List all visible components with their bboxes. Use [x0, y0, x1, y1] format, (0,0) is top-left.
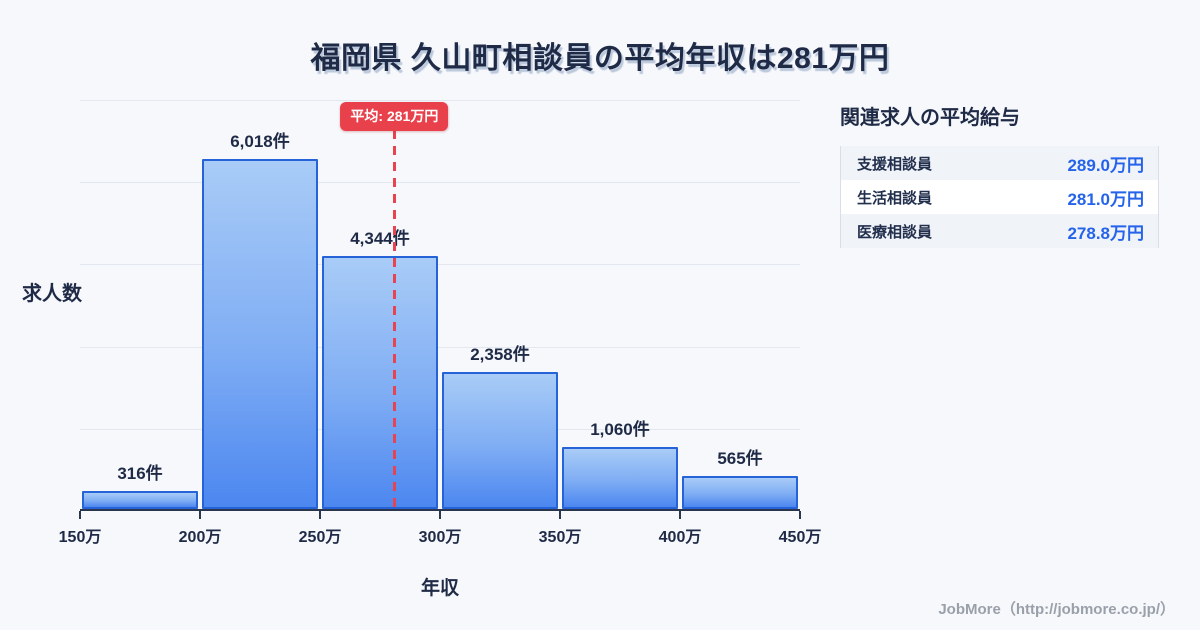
bar-value-label: 2,358件 — [470, 345, 530, 364]
x-tick-label: 200万 — [178, 529, 222, 546]
gridline — [80, 347, 800, 348]
histogram-bar — [322, 256, 438, 509]
job-label: 生活相談員 — [857, 189, 933, 207]
gridline — [80, 100, 800, 101]
x-tick-mark — [319, 511, 321, 519]
histogram-bar — [202, 159, 318, 509]
average-badge: 平均: 281万円 — [340, 102, 449, 131]
y-axis-label: 求人数 — [22, 283, 82, 305]
average-line — [392, 130, 396, 509]
bar-value-label: 6,018件 — [230, 132, 290, 151]
jobmore-credit: JobMore（http://jobmore.co.jp/） — [938, 601, 1175, 618]
bar-value-label: 316件 — [117, 464, 163, 483]
salary-value: 278.8万円 — [1067, 223, 1144, 243]
x-tick-label: 250万 — [298, 529, 342, 546]
gridline — [80, 264, 800, 265]
x-tick-mark — [679, 511, 681, 519]
x-tick-label: 450万 — [778, 529, 822, 546]
x-tick-mark — [439, 511, 441, 519]
gridline — [80, 429, 800, 430]
x-tick-label: 350万 — [538, 529, 582, 546]
job-label: 支援相談員 — [857, 155, 933, 173]
bar-value-label: 565件 — [717, 449, 763, 468]
bar-value-label: 1,060件 — [590, 420, 650, 439]
job-label: 医療相談員 — [857, 223, 933, 241]
x-tick-mark — [559, 511, 561, 519]
salary-value: 289.0万円 — [1067, 155, 1144, 175]
x-tick-mark — [79, 511, 81, 519]
bar-value-label: 4,344件 — [350, 229, 410, 248]
x-tick-mark — [199, 511, 201, 519]
salary-value: 281.0万円 — [1067, 189, 1144, 209]
table-row: 生活相談員 281.0万円 — [841, 180, 1158, 214]
histogram-bar — [682, 476, 798, 509]
x-tick-label: 400万 — [658, 529, 702, 546]
table-row: 医療相談員 278.8万円 — [841, 214, 1158, 248]
table-row: 支援相談員 289.0万円 — [841, 146, 1158, 180]
histogram-bar — [442, 372, 558, 509]
related-jobs-header: 関連求人の平均給与 — [840, 107, 1020, 129]
gridline — [80, 182, 800, 183]
page-title: 福岡県 久山町相談員の平均年収は281万円 — [310, 42, 890, 75]
related-jobs-table: 支援相談員 289.0万円 生活相談員 281.0万円 医療相談員 278.8万… — [840, 146, 1159, 248]
histogram-bar — [82, 491, 198, 509]
x-axis-label: 年収 — [420, 578, 460, 599]
x-tick-mark — [799, 511, 801, 519]
histogram-plot: 316件 6,018件 4,344件 2,358件 1,060件 565件 150万 200… — [59, 100, 821, 546]
x-tick-label: 300万 — [418, 529, 462, 546]
histogram-bar — [562, 447, 678, 509]
x-tick-label: 150万 — [58, 529, 102, 546]
